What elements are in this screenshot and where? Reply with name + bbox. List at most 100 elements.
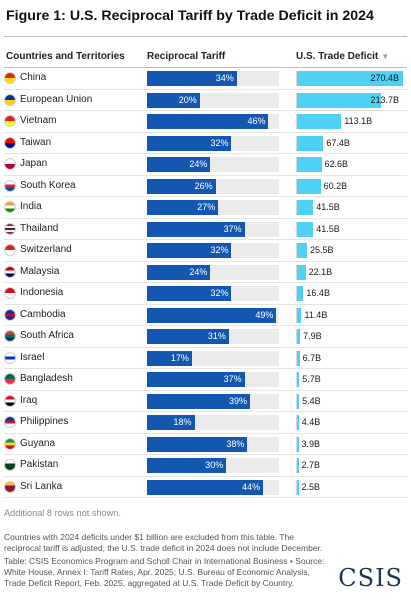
flag-icon: [4, 351, 16, 364]
table-row: Thailand 37% 41.5B: [4, 219, 407, 240]
tariff-bar: [147, 221, 245, 237]
deficit-bar: [297, 221, 314, 237]
deficit-bar-track: 16.4B: [296, 286, 402, 301]
table-body: China 34% 270.4B European Union 20% 213.7B Vie…: [4, 68, 407, 498]
tariff-bar-track: 20%: [147, 92, 279, 108]
tariff-bar: [147, 264, 211, 280]
deficit-value: 67.4B: [326, 137, 350, 148]
flag-icon: [4, 394, 16, 407]
tariff-bar-track: 26%: [147, 178, 279, 194]
deficit-bar-track: 5.7B: [296, 372, 402, 387]
flag-icon: [4, 136, 16, 149]
deficit-bar: [297, 479, 299, 495]
tariff-value: 46%: [247, 116, 266, 126]
sort-down-icon[interactable]: ▼: [381, 52, 390, 61]
table-row: European Union 20% 213.7B: [4, 90, 407, 111]
tariff-bar: [147, 307, 277, 323]
country-name: Switzerland: [20, 244, 72, 255]
column-header-deficit[interactable]: U.S. Trade Deficit ▼: [296, 51, 389, 62]
deficit-bar: [297, 307, 302, 323]
tariff-bar-track: 37%: [147, 372, 279, 387]
deficit-value: 2.7B: [301, 460, 321, 470]
deficit-value: 2.5B: [301, 481, 321, 492]
deficit-value: 113.1B: [344, 116, 373, 126]
csis-logo: CSIS: [338, 564, 403, 592]
deficit-bar: [297, 114, 342, 129]
tariff-value: 31%: [207, 331, 226, 341]
flag-icon: [4, 179, 16, 192]
tariff-value: 39%: [228, 395, 247, 406]
title-divider: [4, 36, 407, 37]
table-row: Cambodia 49% 11.4B: [4, 305, 407, 326]
flag-icon: [4, 308, 16, 321]
table-row: India 27% 41.5B: [4, 197, 407, 219]
deficit-bar-track: 67.4B: [296, 135, 402, 151]
deficit-bar: [297, 71, 403, 86]
deficit-value: 213.7B: [370, 94, 399, 105]
flag-icon: [4, 201, 16, 213]
country-name: Philippines: [20, 416, 69, 427]
deficit-bar-track: 4.4B: [296, 415, 402, 430]
deficit-bar: [297, 243, 307, 258]
deficit-value: 41.5B: [316, 202, 340, 212]
tariff-bar-track: 32%: [147, 135, 279, 151]
table-row: Guyana 38% 3.9B: [4, 434, 407, 455]
tariff-bar: [147, 286, 232, 301]
column-header-tariff: Reciprocal Tariff: [147, 51, 226, 62]
table-row: Philippines 18% 4.4B: [4, 412, 407, 434]
deficit-bar: [297, 372, 300, 387]
deficit-bar-track: 60.2B: [296, 178, 402, 194]
tariff-bar-track: 34%: [147, 71, 279, 86]
deficit-bar-track: 2.5B: [296, 479, 402, 495]
deficit-value: 11.4B: [304, 309, 328, 320]
tariff-bar: [147, 243, 232, 258]
tariff-bar-track: 18%: [147, 415, 279, 430]
country-name: Pakistan: [20, 459, 59, 470]
deficit-bar-track: 213.7B: [296, 92, 402, 108]
country-name: South Africa: [20, 330, 74, 341]
deficit-bar: [297, 264, 306, 280]
deficit-bar-track: 62.6B: [296, 157, 402, 172]
tariff-value: 34%: [215, 73, 234, 83]
tariff-bar: [147, 329, 229, 344]
deficit-bar-track: 270.4B: [296, 71, 403, 86]
tariff-value: 26%: [194, 180, 213, 191]
flag-icon: [4, 222, 16, 235]
deficit-bar-track: 41.5B: [296, 221, 402, 237]
tariff-value: 32%: [210, 245, 229, 255]
table-row: Japan 24% 62.6B: [4, 154, 407, 176]
footnote: Countries with 2024 deficits under $1 bi…: [4, 532, 323, 553]
column-header-deficit-label: U.S. Trade Deficit: [296, 51, 379, 62]
flag-icon: [4, 93, 16, 106]
tariff-value: 32%: [210, 137, 229, 148]
country-name: Iraq: [20, 394, 38, 406]
source-note: Table: CSIS Economics Program and Scholl…: [4, 556, 325, 588]
tariff-bar: [147, 200, 219, 215]
tariff-value: 38%: [226, 438, 245, 449]
tariff-bar-track: 24%: [147, 264, 279, 280]
tariff-bar: [147, 436, 248, 452]
flag-icon: [4, 373, 16, 385]
deficit-value: 3.9B: [301, 438, 321, 449]
tariff-bar-track: 32%: [147, 243, 279, 258]
flag-icon: [4, 265, 16, 278]
tariff-value: 30%: [205, 460, 224, 470]
flag-icon: [4, 459, 16, 471]
deficit-bar: [297, 458, 299, 473]
table-row: Indonesia 32% 16.4B: [4, 283, 407, 305]
flag-icon: [4, 158, 16, 170]
deficit-bar: [297, 200, 314, 215]
tariff-bar: [147, 178, 216, 194]
deficit-bar: [297, 350, 300, 366]
flag-icon: [4, 480, 16, 493]
deficit-value: 60.2B: [323, 180, 348, 191]
flag-icon: [4, 416, 16, 428]
table-row: Switzerland 32% 25.5B: [4, 240, 407, 262]
table-row: Iraq 39% 5.4B: [4, 391, 407, 412]
flag-icon: [4, 437, 16, 450]
tariff-bar-track: 32%: [147, 286, 279, 301]
tariff-bar: [147, 92, 200, 108]
country-name: Taiwan: [20, 136, 52, 148]
tariff-value: 18%: [173, 417, 192, 427]
tariff-value: 32%: [210, 288, 229, 298]
